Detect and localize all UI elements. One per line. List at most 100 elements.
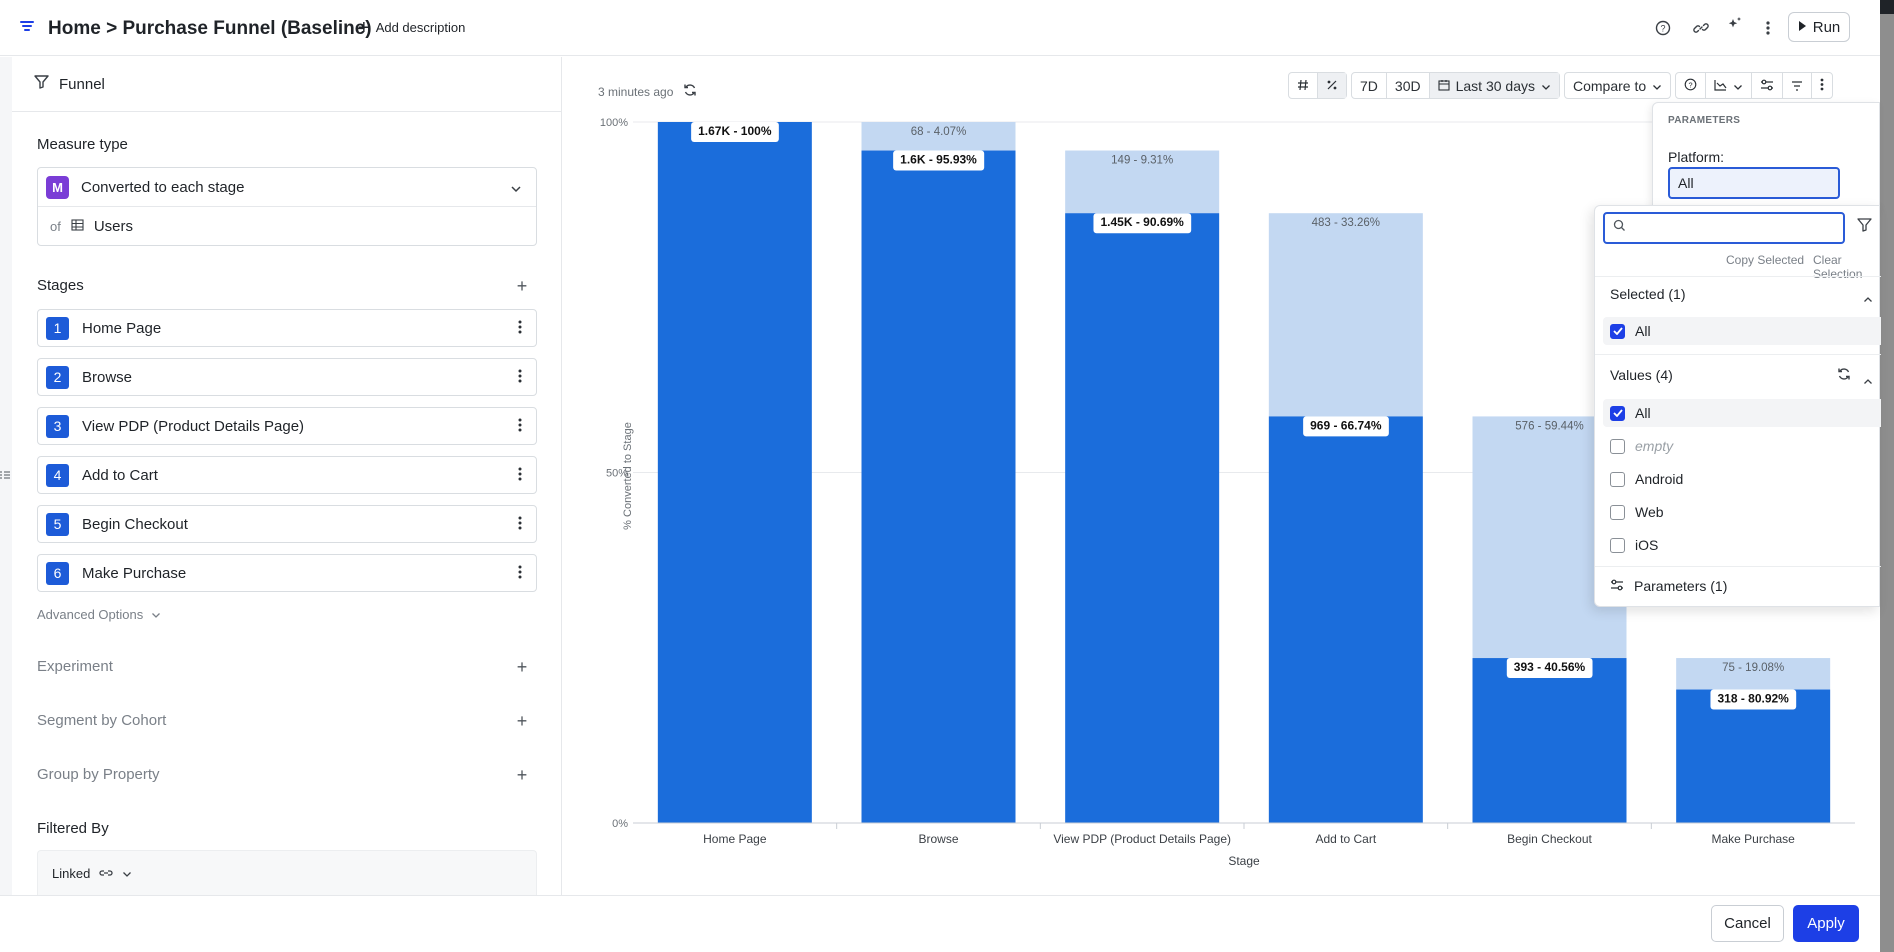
run-button[interactable]: Run — [1788, 12, 1850, 42]
linked-filter[interactable]: Linked — [37, 850, 537, 895]
stage-number: 6 — [46, 561, 69, 585]
stage-label: Home Page — [82, 319, 162, 337]
stage-row[interactable]: 1 Home Page — [37, 309, 537, 347]
stage-row[interactable]: 5 Begin Checkout — [37, 505, 537, 543]
value-option[interactable]: iOS — [1603, 531, 1881, 559]
more-vert-icon[interactable] — [518, 320, 522, 339]
more-vert-icon[interactable] — [518, 369, 522, 388]
checkbox[interactable] — [1610, 504, 1625, 520]
date-range-select[interactable]: Last 30 days — [1429, 73, 1559, 98]
converted-label-pill — [1710, 689, 1797, 710]
calendar-icon — [1438, 78, 1450, 94]
table-icon — [71, 218, 84, 235]
filter-icon[interactable] — [1857, 218, 1872, 237]
add-group-by-button[interactable]: + — [516, 764, 528, 785]
funnel-icon — [20, 21, 34, 39]
add-description-button[interactable]: + Add description — [358, 18, 465, 38]
clear-selection-button[interactable]: Clear Selection — [1813, 253, 1863, 281]
stage-label: Add to Cart — [82, 466, 158, 484]
list-icon[interactable] — [0, 467, 10, 485]
compare-to-select[interactable]: Compare to — [1565, 73, 1670, 98]
link-icon[interactable] — [1690, 17, 1712, 39]
chart-options-group: ? — [1675, 72, 1834, 99]
query-builder-panel: Funnel Measure type M Converted to each … — [12, 57, 562, 895]
divider — [1595, 354, 1881, 355]
dropped-data-label: 149 - 9.31% — [1111, 155, 1173, 167]
hash-icon — [1297, 78, 1309, 94]
stage-row[interactable]: 3 View PDP (Product Details Page) — [37, 407, 537, 445]
of-value: Users — [93, 217, 134, 235]
advanced-options-toggle[interactable]: Advanced Options — [37, 607, 161, 622]
measure-type-select[interactable]: M Converted to each stage — [38, 168, 536, 207]
platform-label: Platform: — [1668, 149, 1725, 165]
parameters-button[interactable] — [1752, 73, 1784, 98]
play-icon — [1798, 19, 1807, 36]
value-option[interactable]: Android — [1603, 465, 1881, 493]
value-option[interactable]: Web — [1603, 498, 1881, 526]
stage-number: 2 — [46, 365, 69, 389]
selected-item[interactable]: All — [1603, 317, 1881, 345]
converted-label-pill — [1093, 213, 1192, 234]
converted-bar — [657, 122, 812, 823]
last-updated-text: 3 minutes ago — [598, 84, 674, 99]
measure-of-row[interactable]: of Users — [38, 207, 536, 245]
percent-format-button[interactable] — [1318, 73, 1346, 98]
values-search-field[interactable] — [1603, 212, 1845, 244]
stage-row[interactable]: 6 Make Purchase — [37, 554, 537, 592]
add-segment-button[interactable]: + — [516, 710, 528, 731]
thirty-day-button[interactable]: 30D — [1387, 73, 1430, 98]
checkbox[interactable] — [1610, 438, 1625, 454]
platform-select[interactable]: All — [1668, 167, 1840, 199]
add-stage-button[interactable]: + — [516, 275, 528, 296]
stage-row[interactable]: 2 Browse — [37, 358, 537, 396]
compare-group: Compare to — [1563, 72, 1672, 99]
value-label: Android — [1635, 471, 1684, 487]
svg-text:?: ? — [1689, 80, 1693, 89]
svg-text:?: ? — [1660, 24, 1665, 34]
more-vert-icon[interactable] — [518, 467, 522, 486]
converted-data-label: 318 - 80.92% — [1717, 692, 1789, 706]
more-vert-icon[interactable] — [518, 418, 522, 437]
checkbox[interactable] — [1610, 537, 1625, 553]
sparkle-icon[interactable] — [1724, 13, 1746, 35]
chevron-up-icon[interactable] — [1863, 290, 1873, 308]
copy-selected-button[interactable]: Copy Selected — [1726, 253, 1805, 267]
refresh-icon[interactable] — [1837, 367, 1851, 386]
converted-bar — [861, 150, 1016, 823]
sliders-icon — [1610, 578, 1624, 594]
number-format-button[interactable] — [1289, 73, 1318, 98]
cancel-button[interactable]: Cancel — [1711, 905, 1784, 942]
checkbox[interactable] — [1610, 405, 1625, 421]
checkbox[interactable] — [1610, 471, 1625, 487]
chart-more-button[interactable] — [1812, 73, 1832, 98]
apply-button[interactable]: Apply — [1793, 905, 1859, 942]
add-experiment-button[interactable]: + — [516, 656, 528, 677]
parameters-link[interactable]: Parameters (1) — [1610, 578, 1727, 594]
chart-type-select[interactable] — [1706, 73, 1753, 98]
checkbox[interactable] — [1610, 323, 1625, 339]
stage-number: 1 — [46, 316, 69, 340]
compare-to-label: Compare to — [1572, 77, 1647, 94]
y-tick-label: 0% — [612, 818, 628, 830]
chart-help-button[interactable]: ? — [1676, 73, 1707, 98]
value-option[interactable]: All — [1603, 399, 1881, 427]
stage-label: Browse — [82, 368, 133, 386]
seven-day-button[interactable]: 7D — [1352, 73, 1387, 98]
help-icon: ? — [1684, 78, 1697, 94]
chevron-up-icon[interactable] — [1863, 372, 1873, 390]
stage-row[interactable]: 4 Add to Cart — [37, 456, 537, 494]
stage-number: 3 — [46, 414, 69, 438]
more-vert-icon[interactable] — [518, 565, 522, 584]
refresh-icon[interactable] — [683, 83, 697, 100]
more-vert-icon[interactable] — [518, 516, 522, 535]
more-vert-icon[interactable] — [1757, 17, 1779, 39]
value-option[interactable]: empty — [1603, 432, 1881, 460]
run-label: Run — [1812, 18, 1841, 36]
stage-number: 5 — [46, 512, 69, 536]
filter-button[interactable] — [1783, 73, 1813, 98]
help-icon[interactable]: ? — [1652, 17, 1674, 39]
converted-label-pill — [691, 122, 779, 142]
divider — [1595, 566, 1881, 567]
dropped-bar — [1268, 213, 1423, 417]
experiment-title: Experiment — [37, 658, 113, 675]
